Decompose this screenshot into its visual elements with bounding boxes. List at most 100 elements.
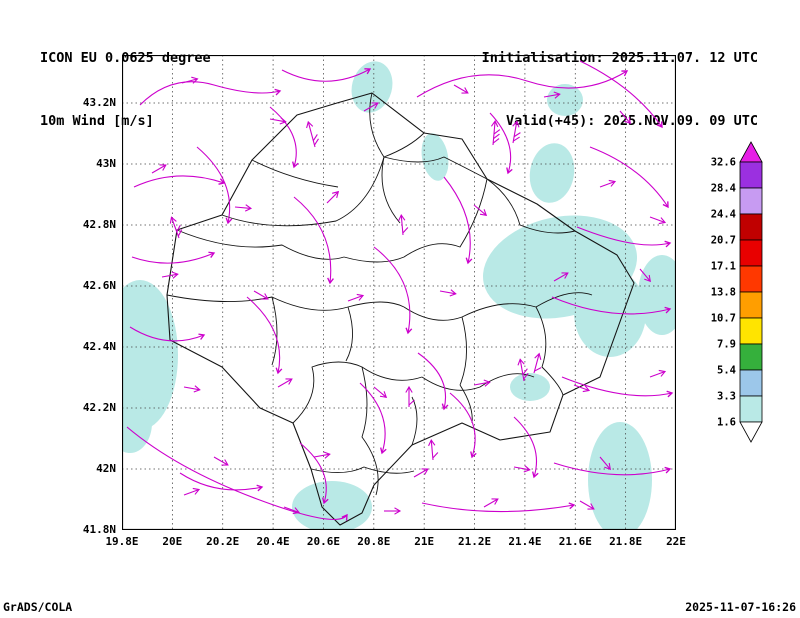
wind-arrow xyxy=(543,91,561,99)
wind-streamline xyxy=(589,146,669,209)
y-tick-label: 42.2N xyxy=(82,401,116,414)
x-tick-label: 21.2E xyxy=(457,535,492,548)
wind-arrow xyxy=(269,117,287,125)
municipality-border xyxy=(310,466,415,474)
municipality-border xyxy=(459,384,473,424)
colorbar-label: 3.3 xyxy=(717,391,736,403)
wind-speed-shade xyxy=(547,84,583,116)
wind-streamline xyxy=(553,462,672,476)
wind-streamline xyxy=(293,196,334,285)
initialisation-time: Initialisation: 2025.11.07. 12 UTC xyxy=(481,50,758,66)
wind-streamline xyxy=(443,176,473,265)
wind-arrow xyxy=(183,487,201,496)
wind-streamline xyxy=(416,70,629,98)
municipality-border xyxy=(251,159,339,188)
wind-streamline xyxy=(281,68,372,82)
colorbar-segment xyxy=(739,187,763,215)
wind-streamline xyxy=(131,251,216,264)
wind-arrow xyxy=(579,500,595,510)
municipality-border xyxy=(369,92,401,224)
wind-arrow xyxy=(234,204,253,212)
municipality-border xyxy=(383,156,488,180)
colorbar-label: 28.4 xyxy=(711,183,736,195)
colorbar-below-min xyxy=(739,421,763,443)
wind-arrow xyxy=(363,102,379,112)
y-tick-label: 42.8N xyxy=(82,218,116,231)
wind-speed-shade xyxy=(292,481,372,530)
colorbar-segment xyxy=(739,369,763,397)
wind-speed-shade xyxy=(421,133,449,181)
x-tick-label: 21.8E xyxy=(609,535,643,548)
wind-streamline xyxy=(417,352,449,411)
wind-streamline xyxy=(196,146,233,225)
wind-streamline xyxy=(576,226,672,248)
municipality-border xyxy=(421,373,535,391)
x-tick-label: 20.8E xyxy=(357,535,391,548)
x-tick-label: 19.8E xyxy=(105,535,139,548)
y-tick-label: 42.4N xyxy=(82,340,116,353)
colorbar-label: 5.4 xyxy=(717,365,736,377)
x-tick-label: 21E xyxy=(414,535,435,548)
municipality-border xyxy=(383,132,425,158)
wind-streamline xyxy=(126,426,348,521)
wind-streamline xyxy=(449,392,477,459)
x-tick-label: 20.2E xyxy=(206,535,240,548)
colorbar-segment xyxy=(739,239,763,267)
wind-streamline xyxy=(129,326,206,342)
wind-speed-shade xyxy=(351,61,393,113)
wind-streamline xyxy=(551,296,672,315)
colorbar-segment xyxy=(739,213,763,241)
wind-arrow xyxy=(619,110,631,125)
wind-barb xyxy=(428,438,439,461)
wind-arrow xyxy=(373,386,388,398)
colorbar-label: 17.1 xyxy=(711,261,736,273)
model-title: ICON EU 0.0625 degree xyxy=(40,50,211,66)
municipality-border xyxy=(486,178,576,234)
wind-streamline xyxy=(359,382,387,455)
wind-streamline xyxy=(561,376,674,398)
wind-arrow xyxy=(649,369,667,378)
colorbar-label: 1.6 xyxy=(717,417,736,429)
wind-arrow xyxy=(347,293,365,302)
wind-speed-shade xyxy=(122,393,152,453)
wind-arrow xyxy=(439,289,457,297)
colorbar-segment xyxy=(739,395,763,423)
municipality-border xyxy=(345,306,353,362)
wind-arrow xyxy=(181,76,199,84)
wind-barb xyxy=(169,216,183,239)
wind-speed-shade xyxy=(122,280,178,430)
municipality-border xyxy=(271,296,278,366)
map-frame xyxy=(122,55,676,530)
wind-arrow xyxy=(384,507,402,515)
creation-timestamp: 2025-11-07-16:26 xyxy=(685,600,796,614)
municipality-border xyxy=(166,294,405,311)
colorbar-label: 32.6 xyxy=(711,157,736,169)
wind-arrow xyxy=(473,379,491,387)
wind-streamline xyxy=(579,60,663,129)
wind-arrow xyxy=(161,271,179,279)
x-tick-label: 21.6E xyxy=(558,535,592,548)
wind-arrow xyxy=(326,190,340,204)
wind-streamline xyxy=(133,175,226,188)
wind-arrow xyxy=(573,384,591,393)
colorbar-segment xyxy=(739,317,763,345)
wind-streamline xyxy=(269,106,299,169)
wind-arrow xyxy=(283,506,301,515)
title-block: ICON EU 0.0625 degree 10m Wind [m/s] xyxy=(40,6,211,174)
wind-barb xyxy=(306,120,319,148)
municipality-border xyxy=(459,316,467,386)
municipality-border xyxy=(403,292,593,321)
wind-arrow xyxy=(151,164,167,174)
valid-time: Valid(+45): 2025.NOV.09. 09 UTC xyxy=(506,113,758,129)
colorbar-segment xyxy=(739,343,763,371)
y-tick-label: 42N xyxy=(96,462,116,475)
x-tick-label: 20.6E xyxy=(306,535,341,548)
wind-barb xyxy=(533,352,542,374)
colorbar-label: 13.8 xyxy=(711,287,736,299)
municipality-border xyxy=(176,229,345,260)
x-tick-label: 20.4E xyxy=(256,535,290,548)
colorbar-segment xyxy=(739,265,763,293)
wind-streamline xyxy=(179,472,264,492)
wind-arrow xyxy=(313,451,331,459)
